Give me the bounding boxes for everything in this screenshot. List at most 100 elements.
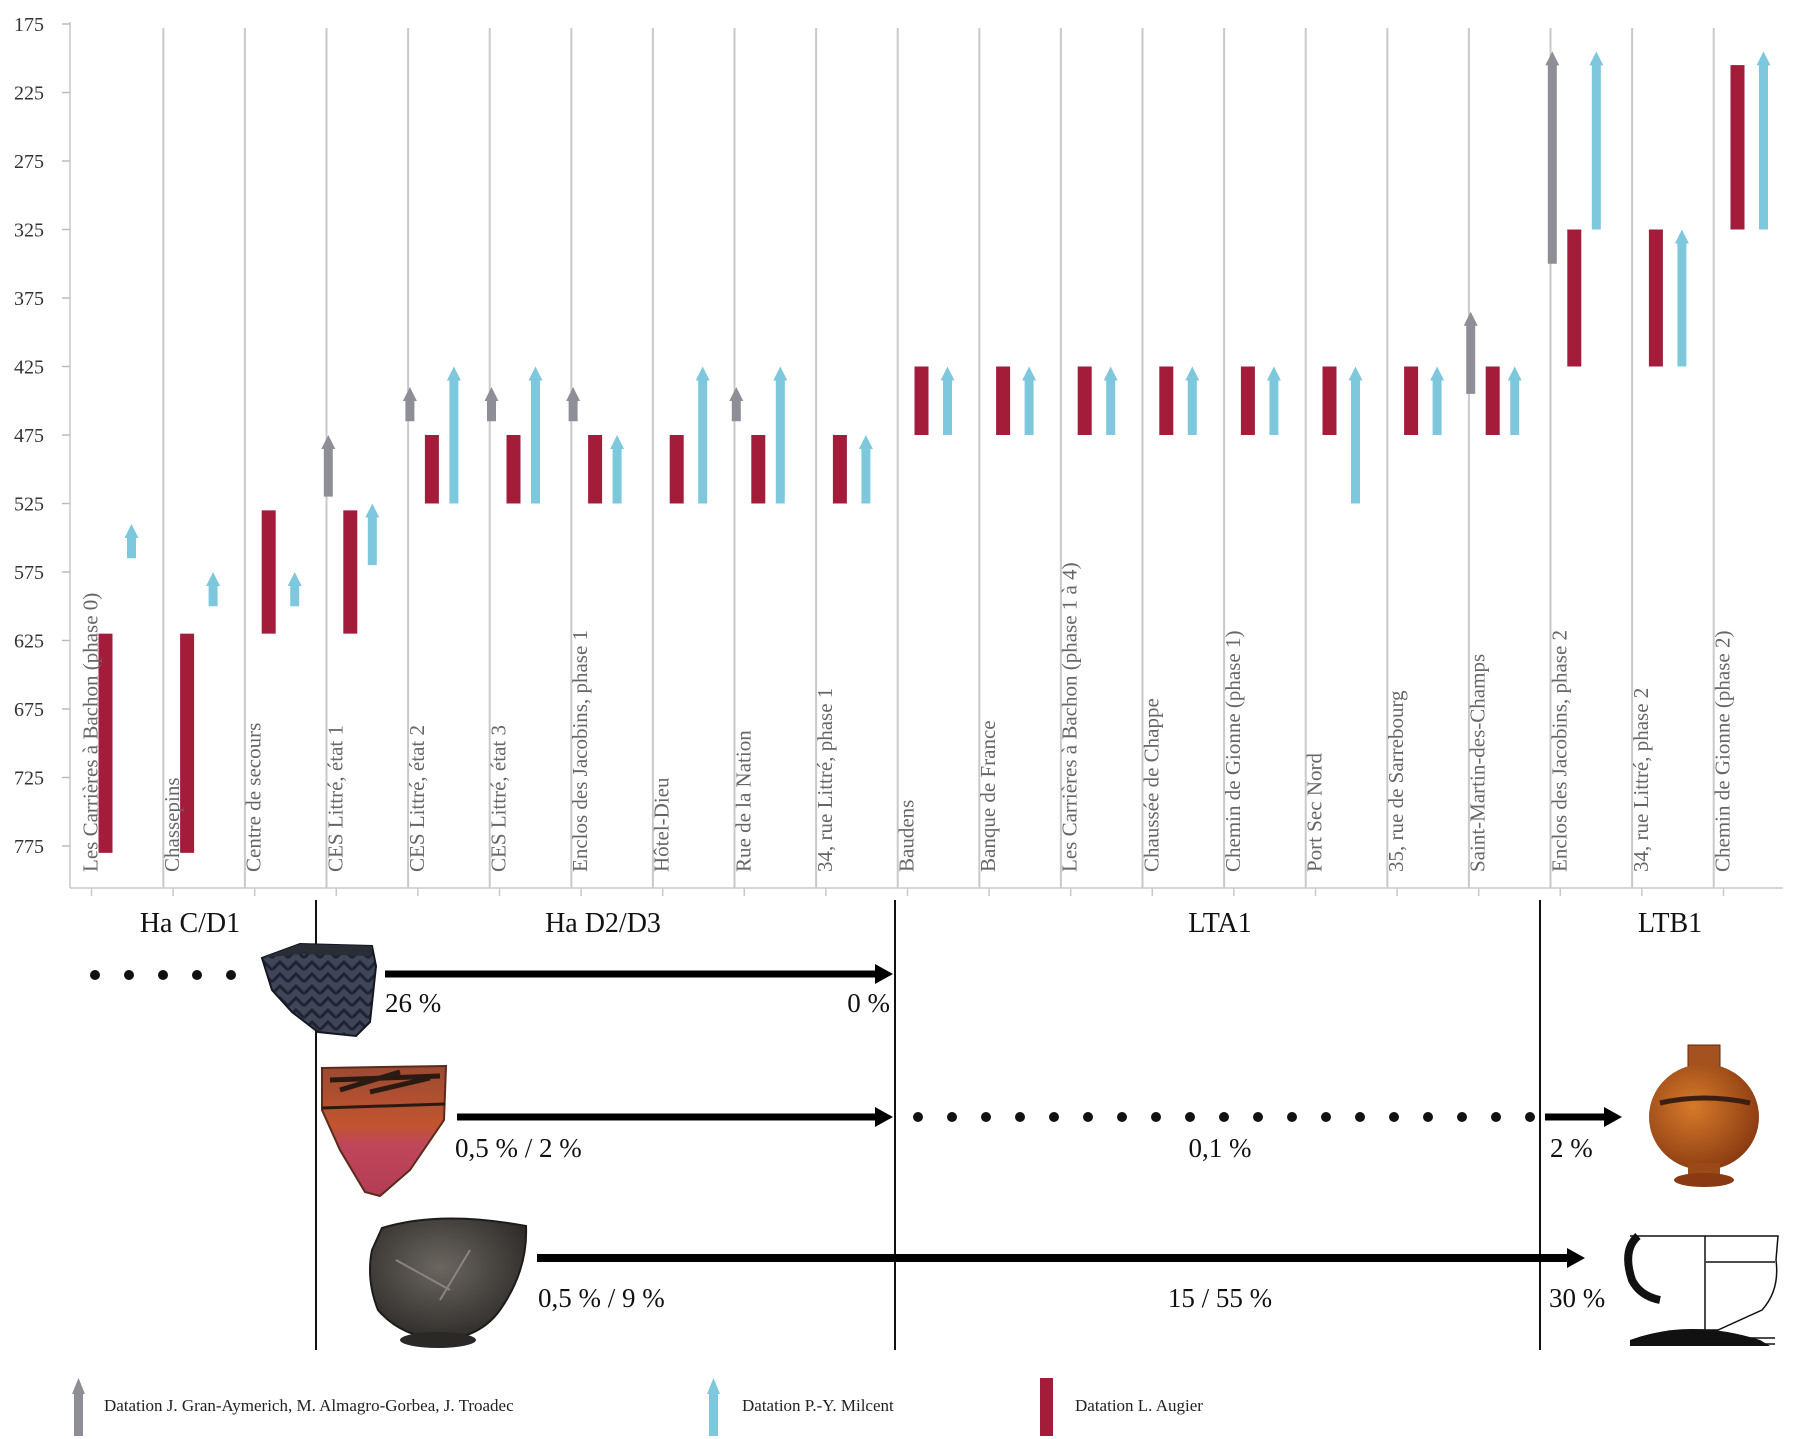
- dot: [981, 1112, 991, 1122]
- site-label: Baudens: [895, 800, 919, 872]
- milcent-date-arrow: [610, 435, 625, 504]
- dotted-continuity: [90, 970, 236, 980]
- trend-arrowhead: [875, 964, 893, 984]
- dot: [1185, 1112, 1195, 1122]
- dot: [1151, 1112, 1161, 1122]
- dot: [913, 1112, 923, 1122]
- milcent-date-arrow: [1103, 366, 1118, 435]
- augier-date-bar: [506, 435, 521, 504]
- milcent-date-arrow: [1022, 366, 1037, 435]
- y-tick-label: 575: [14, 562, 44, 584]
- augier-date-bar: [1485, 366, 1500, 435]
- dot: [1525, 1112, 1535, 1122]
- augier-date-bar: [1567, 229, 1582, 367]
- site-label: Centre de secours: [242, 723, 266, 872]
- y-tick-label: 425: [14, 357, 44, 379]
- site-label: Saint-Martin-des-Champs: [1466, 654, 1490, 872]
- decorated-sherd-image: [260, 942, 378, 1038]
- milcent-date-arrow: [1348, 366, 1363, 504]
- augier-date-bar: [1159, 366, 1174, 435]
- augier-date-bar: [1077, 366, 1092, 435]
- milcent-date-arrow: [1756, 51, 1771, 230]
- augier-date-bar: [996, 366, 1011, 435]
- trend-arrowhead: [1604, 1107, 1622, 1127]
- gran-aymerich-date-arrow: [1463, 311, 1478, 394]
- trend-arrowhead: [1567, 1248, 1585, 1268]
- gran-aymerich-date-arrow: [1545, 51, 1560, 264]
- legend: Datation J. Gran-Aymerich, M. Almagro-Go…: [72, 1378, 1203, 1436]
- augier-date-bar: [98, 633, 113, 853]
- y-tick-label: 625: [14, 631, 44, 653]
- augier-date-bar: [180, 633, 195, 853]
- augier-date-bar: [1730, 65, 1745, 230]
- site-label: 35, rue de Sarrebourg: [1384, 690, 1408, 872]
- milcent-date-arrow: [124, 524, 139, 559]
- augier-date-bar: [1648, 229, 1663, 367]
- augier-date-bar: [1322, 366, 1337, 435]
- milcent-date-arrow: [446, 366, 461, 504]
- augier-date-bar: [343, 510, 358, 634]
- dot: [1389, 1112, 1399, 1122]
- gran-aymerich-date-arrow: [321, 435, 336, 497]
- legend-label: Datation J. Gran-Aymerich, M. Almagro-Go…: [104, 1396, 514, 1415]
- percentage-label: 0,5 % / 9 %: [538, 1283, 665, 1313]
- painted-sherd-image: [321, 1064, 448, 1198]
- legend-item-milcent: Datation P.-Y. Milcent: [707, 1378, 894, 1436]
- legend-label: Datation L. Augier: [1075, 1396, 1203, 1415]
- legend-label: Datation P.-Y. Milcent: [742, 1396, 894, 1415]
- y-tick-label: 725: [14, 768, 44, 790]
- milcent-date-arrow: [940, 366, 955, 435]
- site-label: Chemin de Gionne (phase 1): [1221, 631, 1245, 872]
- y-tick-label: 375: [14, 288, 44, 310]
- y-tick-label: 475: [14, 425, 44, 447]
- site-label: CES Littré, état 1: [323, 725, 347, 872]
- site-label: CES Littré, état 2: [405, 725, 429, 872]
- gran-aymerich-date-arrow: [729, 387, 744, 422]
- augier-date-bar: [832, 435, 847, 504]
- dot: [1117, 1112, 1127, 1122]
- legend-item-augier: Datation L. Augier: [1040, 1378, 1203, 1436]
- profile-drawing-image: [1624, 1232, 1779, 1346]
- site-label: Rue de la Nation: [731, 730, 755, 872]
- dot: [1049, 1112, 1059, 1122]
- transition-row-3: 0,5 % / 9 % 15 / 55 % 30 %: [369, 1217, 1779, 1348]
- site-label: CES Littré, état 3: [487, 725, 511, 872]
- site-label: Enclos des Jacobins, phase 1: [568, 630, 592, 872]
- site-label: Chassepins: [160, 778, 184, 873]
- legend-item-gran: Datation J. Gran-Aymerich, M. Almagro-Go…: [72, 1378, 514, 1436]
- dot: [1083, 1112, 1093, 1122]
- site-label: Port Sec Nord: [1303, 753, 1327, 872]
- percentage-label: 2 %: [1550, 1133, 1593, 1163]
- y-tick-label: 175: [14, 14, 44, 36]
- augier-date-bar: [669, 435, 684, 504]
- dot: [1253, 1112, 1263, 1122]
- milcent-date-arrow: [1589, 51, 1604, 230]
- period-label: LTA1: [1188, 908, 1252, 939]
- milcent-date-arrow: [858, 435, 873, 504]
- site-label: Les Carrières à Bachon (phase 1 à 4): [1058, 562, 1082, 872]
- augier-date-bar: [588, 435, 603, 504]
- transition-row-2: 0,5 % / 2 % 0,1 % 2 %: [321, 1044, 1759, 1198]
- percentage-label: 15 / 55 %: [1168, 1283, 1272, 1313]
- percentage-label: 26 %: [385, 988, 441, 1018]
- coarse-pot-image: [369, 1217, 528, 1348]
- dot: [1015, 1112, 1025, 1122]
- trend-arrowhead: [875, 1107, 893, 1127]
- augier-date-bar: [424, 435, 439, 504]
- dot: [1355, 1112, 1365, 1122]
- milcent-date-arrow: [1430, 366, 1445, 435]
- milcent-date-arrow: [365, 503, 380, 566]
- milcent-date-arrow: [287, 572, 302, 607]
- milcent-date-arrow: [695, 366, 710, 504]
- percentage-label: 0 %: [847, 988, 890, 1018]
- milcent-date-arrow: [1266, 366, 1281, 435]
- dot: [1219, 1112, 1229, 1122]
- percentage-label: 0,5 % / 2 %: [455, 1133, 582, 1163]
- y-tick-label: 525: [14, 494, 44, 516]
- dot: [1321, 1112, 1331, 1122]
- percentage-label: 30 %: [1549, 1283, 1605, 1313]
- augier-date-bar: [751, 435, 766, 504]
- dot: [1423, 1112, 1433, 1122]
- y-tick-label: 325: [14, 220, 44, 242]
- milcent-date-arrow: [1185, 366, 1200, 435]
